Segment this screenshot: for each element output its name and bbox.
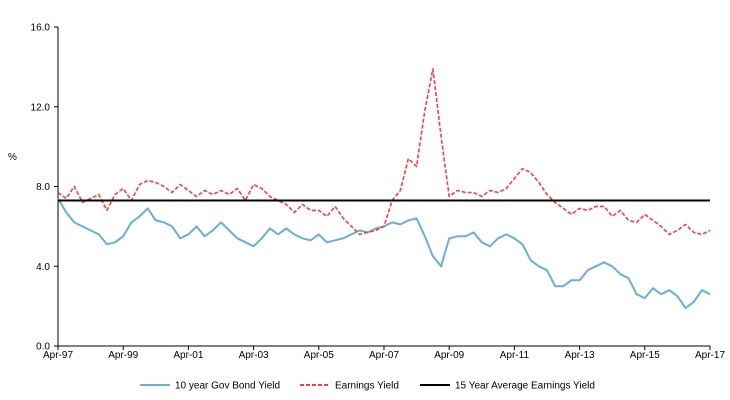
y-tick-label: 12.0 [31,102,51,113]
y-axis: 0.0 4.0 8.0 12.0 16.0 [31,23,59,353]
legend-label: 15 Year Average Earnings Yield [455,381,595,392]
series-line-2 [57,68,711,236]
x-tick-label: Apr-09 [434,350,464,361]
x-tick-label: Apr-03 [239,350,269,361]
y-tick-label: 8.0 [36,182,50,193]
x-tick-label: Apr-97 [43,350,73,361]
x-tick-label: Apr-15 [630,350,660,361]
legend-label: Earnings Yield [335,381,399,392]
y-tick-label: 0.0 [36,342,50,353]
x-tick-label: Apr-17 [695,350,725,361]
x-tick-label: Apr-01 [173,350,203,361]
x-tick-label: Apr-05 [304,350,334,361]
legend-item-2: Earnings Yield [300,381,399,392]
x-tick-label: Apr-13 [565,350,595,361]
x-tick-label: Apr-99 [108,350,138,361]
x-tick-label: Apr-07 [369,350,399,361]
legend: 10 year Gov Bond Yield Earnings Yield 15 Y… [140,381,595,392]
y-axis-label: % [8,152,17,163]
x-axis: Apr-97 Apr-99 Apr-01 Apr-03 Apr-05 Apr-07 Apr-… [43,345,725,361]
legend-label: 10 year Gov Bond Yield [175,381,280,392]
y-tick-label: 16.0 [31,23,51,34]
legend-item-1: 10 year Gov Bond Yield [140,381,280,392]
y-tick-label: 4.0 [36,262,50,273]
series-line-1 [57,197,711,310]
series-layer [57,68,711,310]
x-tick-label: Apr-11 [500,350,530,361]
legend-item-3: 15 Year Average Earnings Yield [420,381,595,392]
